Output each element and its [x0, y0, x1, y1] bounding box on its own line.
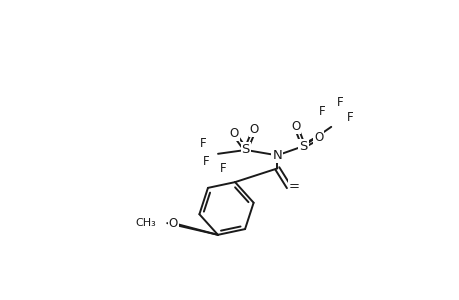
Text: F: F — [347, 111, 353, 124]
Text: O: O — [313, 131, 323, 144]
Text: O: O — [249, 123, 258, 136]
Text: =: = — [288, 180, 299, 194]
Text: F: F — [202, 155, 208, 168]
Text: S: S — [241, 143, 249, 157]
Text: S: S — [299, 140, 307, 153]
Text: O: O — [168, 217, 178, 230]
Text: F: F — [336, 97, 343, 110]
Text: F: F — [220, 162, 226, 175]
Text: O: O — [291, 120, 300, 133]
Text: O: O — [229, 127, 238, 140]
Text: F: F — [318, 105, 325, 118]
Text: CH₃: CH₃ — [135, 218, 156, 228]
Text: F: F — [200, 137, 206, 150]
Text: N: N — [272, 149, 281, 162]
